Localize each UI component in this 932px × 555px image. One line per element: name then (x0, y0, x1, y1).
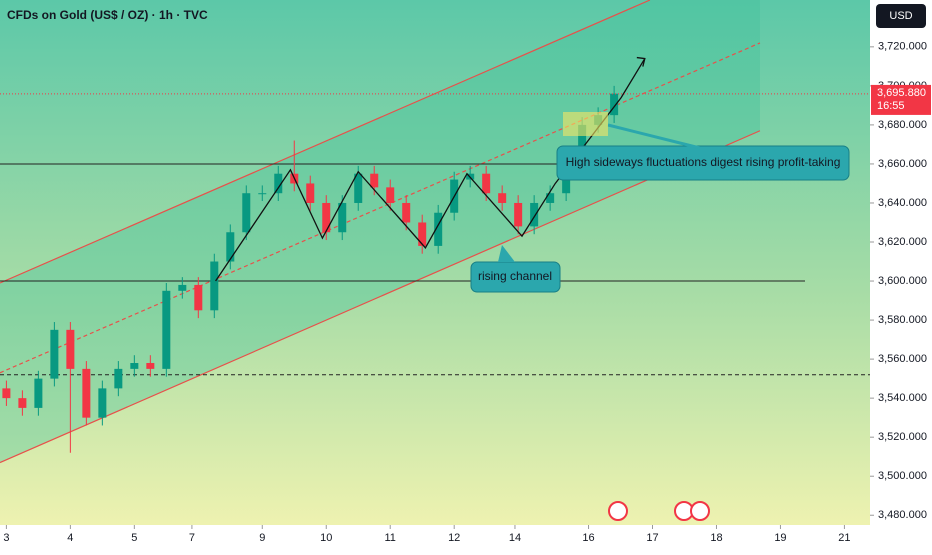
candle-body (146, 363, 155, 369)
x-tick-label: 7 (189, 532, 195, 544)
annotation-pointer (607, 123, 701, 150)
annotation-pointer (498, 245, 515, 262)
y-tick-label: 3,680.000 (878, 119, 927, 131)
x-tick-label: 4 (67, 532, 73, 544)
candle-body (98, 388, 107, 418)
candle-body (386, 187, 395, 203)
candle-body (2, 388, 11, 399)
annotation: rising channel (478, 269, 552, 283)
x-tick-label: 9 (259, 532, 265, 544)
countdown-label: 16:55 (877, 100, 905, 112)
y-tick-label: 3,500.000 (878, 470, 927, 482)
candle-body (226, 232, 235, 262)
candle-body (610, 93, 619, 116)
x-tick-label: 11 (385, 532, 396, 544)
candle-body (274, 173, 283, 194)
candle-body (434, 212, 443, 246)
candle-body (82, 368, 91, 418)
candle-body (50, 329, 59, 379)
currency-badge (876, 4, 926, 28)
event-icon (608, 501, 628, 521)
candle-body (418, 222, 427, 246)
candle-body (130, 363, 139, 369)
annotation: High sideways fluctuations digest rising… (566, 155, 841, 169)
candle-body (34, 378, 43, 408)
x-tick-label: 12 (448, 532, 460, 544)
candle-body (514, 202, 523, 227)
y-tick-label: 3,600.000 (878, 275, 927, 287)
candle-body (114, 368, 123, 389)
pattern-line (215, 58, 646, 282)
candle-body (482, 173, 491, 194)
x-tick-label: 17 (646, 532, 658, 544)
candle-body (354, 173, 363, 203)
candle-body (66, 329, 75, 369)
candle-body (242, 193, 251, 233)
y-tick-label: 3,520.000 (878, 431, 927, 443)
currency: USD (889, 10, 912, 22)
chart-title: CFDs on Gold (US$ / OZ) · 1h · TVC (7, 8, 208, 22)
candle-body (258, 193, 267, 195)
x-tick-label: 10 (320, 532, 332, 544)
channel-line (0, 42, 761, 374)
y-tick-label: 3,660.000 (878, 158, 927, 170)
x-tick-label: 5 (131, 532, 137, 544)
candle-body (306, 183, 315, 203)
x-tick-label: 16 (582, 532, 594, 544)
event-icons (608, 501, 710, 521)
x-tick-label: 18 (710, 532, 722, 544)
consolidation-box (563, 112, 608, 136)
annotation-box (470, 261, 561, 293)
pattern-arrowhead (636, 56, 646, 67)
plot-background (0, 0, 870, 525)
annotation-box (556, 145, 850, 181)
x-tick-label: 21 (838, 532, 850, 544)
candle-body (402, 202, 411, 223)
candle-body (546, 193, 555, 203)
candle-body (322, 202, 331, 233)
candle-body (194, 284, 203, 311)
x-tick-label: 19 (774, 532, 786, 544)
time-axis (0, 525, 870, 550)
candle-body (18, 398, 27, 408)
y-tick-label: 3,540.000 (878, 392, 927, 404)
candle-body (162, 290, 171, 369)
channel-line (0, 0, 651, 284)
event-icon (690, 501, 710, 521)
x-tick-label: 3 (3, 532, 9, 544)
y-tick-label: 3,720.000 (878, 41, 927, 53)
candle-body (178, 284, 187, 291)
y-tick-label: 3,580.000 (878, 314, 927, 326)
candle-body (210, 261, 219, 311)
candle-body (578, 124, 587, 155)
channel-line (0, 130, 761, 464)
y-tick-label: 3,640.000 (878, 197, 927, 209)
last-price-badge (871, 84, 931, 115)
y-tick-label: 3,620.000 (878, 236, 927, 248)
candle-body (530, 202, 539, 227)
last-price-label: 3,695.880 (877, 87, 926, 99)
y-tick-label: 3,480.000 (878, 509, 927, 521)
y-tick-label: 3,560.000 (878, 353, 927, 365)
candle-body (498, 193, 507, 203)
candle-body (338, 202, 347, 233)
candle-body (370, 173, 379, 188)
x-tick-label: 14 (509, 532, 521, 544)
